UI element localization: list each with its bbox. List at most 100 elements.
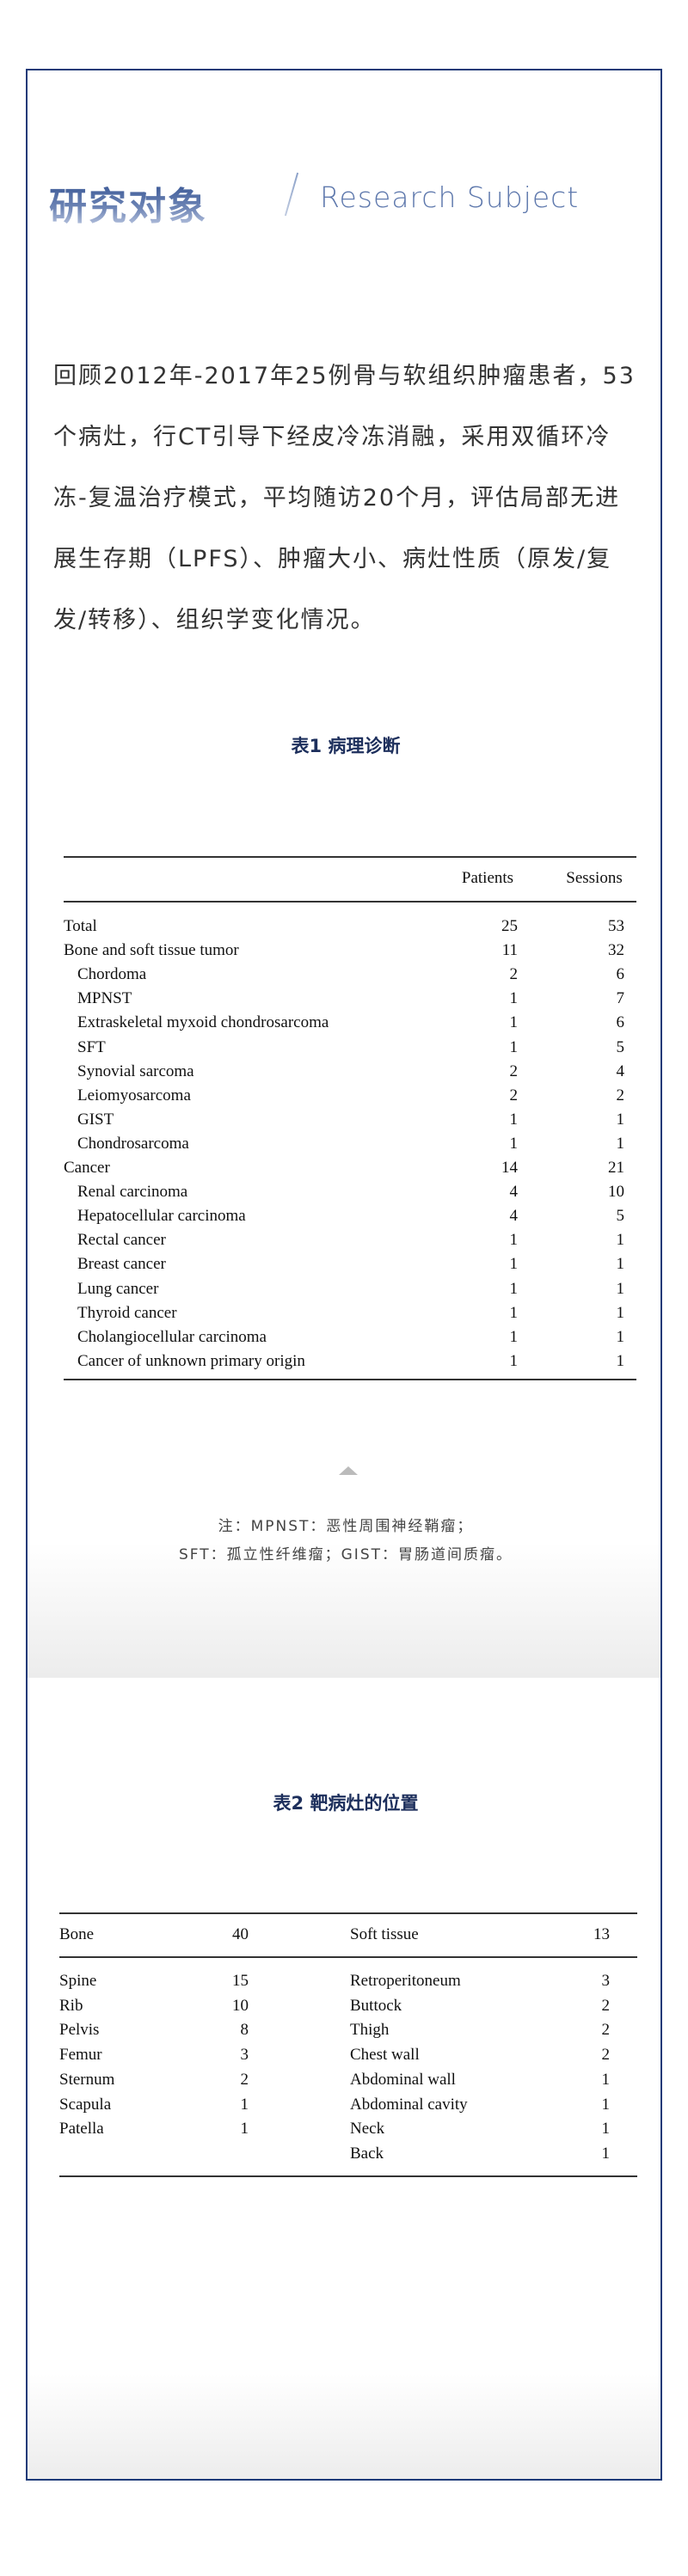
- table1-row-patients: 4: [509, 1183, 519, 1202]
- bone-site-label: Pelvis: [59, 2021, 100, 2040]
- table2-bottom-rule: [59, 2175, 637, 2177]
- table1-row-patients: 2: [509, 965, 519, 984]
- table1-row-label: Chordoma: [77, 965, 147, 984]
- table1-row-sessions: 1: [616, 1279, 625, 1298]
- intro-paragraph: 回顾2012年-2017年25例骨与软组织肿瘤患者，53个病灶，行CT引导下经皮…: [53, 363, 636, 633]
- table1-row-patients: 1: [509, 1255, 519, 1274]
- table1-top-rule: [64, 856, 636, 858]
- table1-row-patients: 1: [509, 1351, 519, 1370]
- table1-row-sessions: 21: [608, 1159, 624, 1177]
- soft-site-count: 1: [601, 2070, 611, 2089]
- table1-row-sessions: 5: [616, 1037, 625, 1056]
- table1-row-patients: 2: [509, 1062, 519, 1080]
- soft-site-count: 3: [601, 1972, 611, 1990]
- table1-row-patients: 1: [509, 1303, 519, 1322]
- soft-site-count: 2: [601, 2046, 611, 2065]
- table1-row-sessions: 7: [616, 989, 625, 1008]
- table1-row-label: Synovial sarcoma: [77, 1062, 194, 1080]
- table1-row-label: Chondrosarcoma: [77, 1134, 189, 1153]
- table2-header-bone: Bone: [59, 1925, 95, 1943]
- bone-site-count: 2: [240, 2070, 249, 2089]
- table1-header-sessions: Sessions: [566, 869, 623, 887]
- soft-site-label: Back: [350, 2144, 384, 2163]
- table1-row-label: Thyroid cancer: [77, 1303, 177, 1322]
- note-line: 注：MPNST：恶性周围神经鞘瘤；: [218, 1518, 474, 1535]
- bone-site-label: Sternum: [59, 2070, 115, 2089]
- section-title-en: Research Subject: [320, 181, 580, 214]
- bone-site-label: Femur: [59, 2046, 102, 2065]
- table1-header-rule: [64, 901, 636, 903]
- soft-site-count: 2: [601, 2021, 611, 2040]
- table1-row-label: Bone and soft tissue tumor: [64, 941, 239, 960]
- bone-site-count: 10: [232, 1996, 249, 2015]
- bone-site-count: 1: [240, 2120, 249, 2139]
- soft-site-count: 2: [601, 1996, 611, 2015]
- soft-site-label: Buttock: [350, 1996, 402, 2015]
- bone-site-label: Rib: [59, 1996, 83, 2015]
- table1-row-patients: 25: [501, 917, 518, 935]
- table1-row-patients: 1: [509, 1013, 519, 1032]
- soft-site-count: 1: [601, 2120, 611, 2139]
- table1-row-sessions: 10: [608, 1183, 624, 1202]
- table1-row-sessions: 1: [616, 1134, 625, 1153]
- soft-site-count: 1: [601, 2144, 611, 2163]
- table1-row-sessions: 32: [608, 941, 624, 960]
- content-frame: 研究对象 Research Subject 回顾2012年-2017年25例骨与…: [26, 69, 662, 2481]
- soft-site-label: Chest wall: [350, 2046, 420, 2065]
- table1-row-label: MPNST: [77, 989, 132, 1008]
- table1-row-patients: 1: [509, 989, 519, 1008]
- table2-header-bone-count: 40: [232, 1925, 249, 1943]
- bone-site-count: 1: [240, 2095, 249, 2114]
- table1-row-sessions: 6: [616, 1013, 625, 1032]
- bone-site-label: Scapula: [59, 2095, 112, 2114]
- table1-row-sessions: 4: [616, 1062, 625, 1080]
- triangle-up-icon: [339, 1466, 358, 1475]
- table2-location: Bone 40 Soft tissue 13 Spine 15 Rib 10 Pelvi…: [59, 1912, 637, 2187]
- table1-row-label: Cancer: [64, 1159, 110, 1177]
- table1-header-patients: Patients: [461, 869, 514, 887]
- table1-row-sessions: 6: [616, 965, 625, 984]
- bone-site-label: Patella: [59, 2120, 104, 2139]
- bone-site-count: 8: [240, 2021, 249, 2040]
- soft-site-label: Retroperitoneum: [350, 1972, 461, 1990]
- table1-row-label: Lung cancer: [77, 1279, 159, 1298]
- table2-caption: 表2 靶病灶的位置: [273, 1793, 419, 1814]
- section-fade: [28, 1497, 660, 1678]
- table2-header-rule: [59, 1956, 637, 1958]
- table1-row-patients: 14: [501, 1159, 518, 1177]
- table1-row-sessions: 1: [616, 1303, 625, 1322]
- table1-row-sessions: 53: [608, 917, 624, 935]
- table1-row-label: Renal carcinoma: [77, 1183, 188, 1202]
- table1-caption: 表1 病理诊断: [291, 736, 401, 756]
- bone-site-count: 3: [240, 2046, 249, 2065]
- table1-row-sessions: 1: [616, 1110, 625, 1129]
- table1-row-label: Breast cancer: [77, 1255, 166, 1274]
- table1-pathology: Patients Sessions Total 25 53 Bone and soft…: [64, 856, 636, 1389]
- note-line: SFT：孤立性纤维瘤；GIST：胃肠道间质瘤。: [178, 1546, 513, 1563]
- table1-note: 注：MPNST：恶性周围神经鞘瘤； SFT：孤立性纤维瘤；GIST：胃肠道间质瘤…: [28, 1513, 660, 1569]
- bone-site-count: 15: [232, 1972, 249, 1990]
- table1-row-patients: 1: [509, 1134, 519, 1153]
- table1-row-label: Rectal cancer: [77, 1231, 166, 1250]
- table1-row-label: Hepatocellular carcinoma: [77, 1207, 246, 1226]
- table1-row-label: Cancer of unknown primary origin: [77, 1351, 305, 1370]
- table1-row-label: GIST: [77, 1110, 114, 1129]
- table1-row-patients: 2: [509, 1086, 519, 1104]
- table1-row-sessions: 1: [616, 1327, 625, 1346]
- table1-row-patients: 1: [509, 1231, 519, 1250]
- table1-row-label: Total: [64, 917, 97, 935]
- table1-bottom-rule: [64, 1379, 636, 1380]
- table1-row-label: SFT: [77, 1037, 106, 1056]
- soft-site-count: 1: [601, 2095, 611, 2114]
- table1-row-label: Extraskeletal myxoid chondrosarcoma: [77, 1013, 329, 1032]
- title-divider-slash: [284, 172, 299, 217]
- soft-site-label: Abdominal cavity: [350, 2095, 468, 2114]
- bone-site-label: Spine: [59, 1972, 97, 1990]
- table2-header-soft-count: 13: [593, 1925, 610, 1943]
- table1-row-sessions: 1: [616, 1231, 625, 1250]
- table1-row-patients: 4: [509, 1207, 519, 1226]
- bottom-fade: [28, 2374, 660, 2479]
- table1-row-sessions: 1: [616, 1351, 625, 1370]
- table1-row-sessions: 1: [616, 1255, 625, 1274]
- table1-row-patients: 1: [509, 1037, 519, 1056]
